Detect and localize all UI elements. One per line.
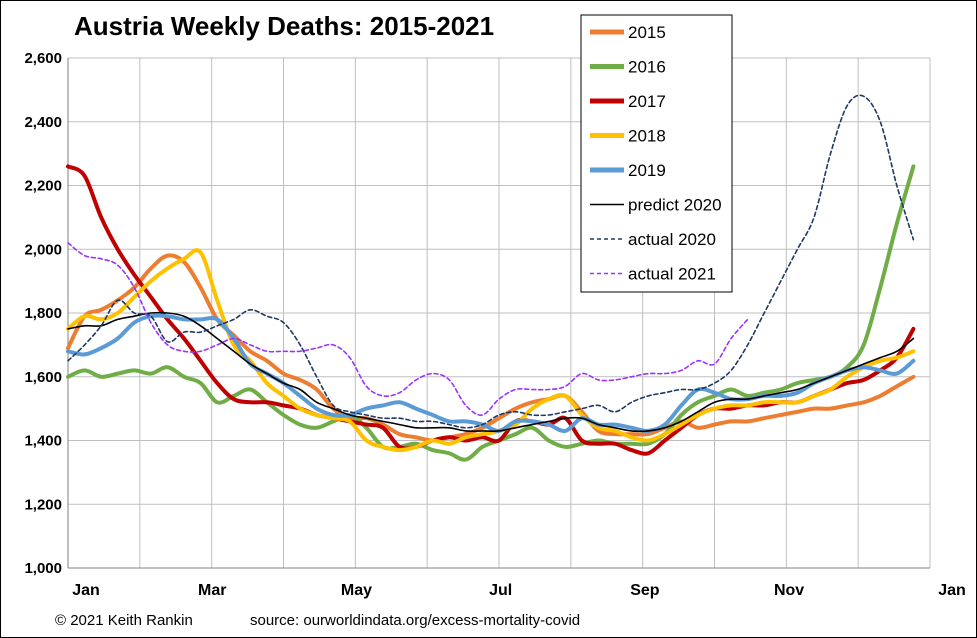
y-tick-label: 1,600 bbox=[24, 369, 62, 386]
x-tick-label: Jan bbox=[938, 582, 966, 599]
x-tick-label: Jan bbox=[72, 582, 100, 599]
series-line-2018 bbox=[66, 248, 916, 453]
grid bbox=[67, 57, 931, 569]
legend-label-actual-2021: actual 2021 bbox=[628, 265, 716, 284]
legend-label-2015: 2015 bbox=[628, 23, 666, 42]
x-tick-label: May bbox=[341, 582, 372, 599]
source-text: source: ourworldindata.org/excess-mortal… bbox=[250, 612, 580, 629]
legend-box bbox=[580, 14, 733, 293]
x-tick-label: Sep bbox=[630, 582, 660, 599]
y-axis-ticks: 1,000 1,200 1,400 1,600 1,800 2,000 2,200 2,400… bbox=[24, 50, 62, 577]
series-line-actual-2020 bbox=[67, 94, 915, 429]
copyright-text: © 2021 Keith Rankin bbox=[55, 612, 193, 629]
series-line-predict-2020 bbox=[67, 311, 915, 433]
y-tick-label: 2,000 bbox=[24, 241, 62, 258]
y-tick-label: 1,800 bbox=[24, 305, 62, 322]
series-line-2016 bbox=[66, 164, 916, 462]
legend-label-2016: 2016 bbox=[628, 58, 666, 77]
x-tick-label: Mar bbox=[198, 582, 226, 599]
y-tick-label: 1,000 bbox=[24, 560, 62, 577]
y-tick-label: 2,400 bbox=[24, 114, 62, 131]
series-line-actual-2021 bbox=[67, 242, 749, 416]
x-tick-label: Jul bbox=[489, 582, 512, 599]
x-axis-ticks: Jan Mar May Jul Sep Nov Jan bbox=[72, 582, 966, 599]
series-line-2019 bbox=[66, 313, 916, 434]
series-line-2015 bbox=[66, 253, 916, 443]
legend-label-predict-2020: predict 2020 bbox=[628, 196, 722, 215]
y-tick-label: 2,600 bbox=[24, 50, 62, 67]
chart-title: Austria Weekly Deaths: 2015-2021 bbox=[74, 11, 494, 41]
series-lines bbox=[66, 94, 916, 462]
legend-label-2018: 2018 bbox=[628, 127, 666, 146]
x-tick-label: Nov bbox=[774, 582, 804, 599]
legend-label-actual-2020: actual 2020 bbox=[628, 230, 716, 249]
legend-label-2017: 2017 bbox=[628, 92, 666, 111]
legend-label-2019: 2019 bbox=[628, 161, 666, 180]
y-tick-label: 1,400 bbox=[24, 433, 62, 450]
legend: 2015 2016 2017 2018 2019 predict 2020 actual 2… bbox=[580, 14, 733, 293]
y-tick-label: 2,200 bbox=[24, 178, 62, 195]
y-tick-label: 1,200 bbox=[24, 496, 62, 513]
